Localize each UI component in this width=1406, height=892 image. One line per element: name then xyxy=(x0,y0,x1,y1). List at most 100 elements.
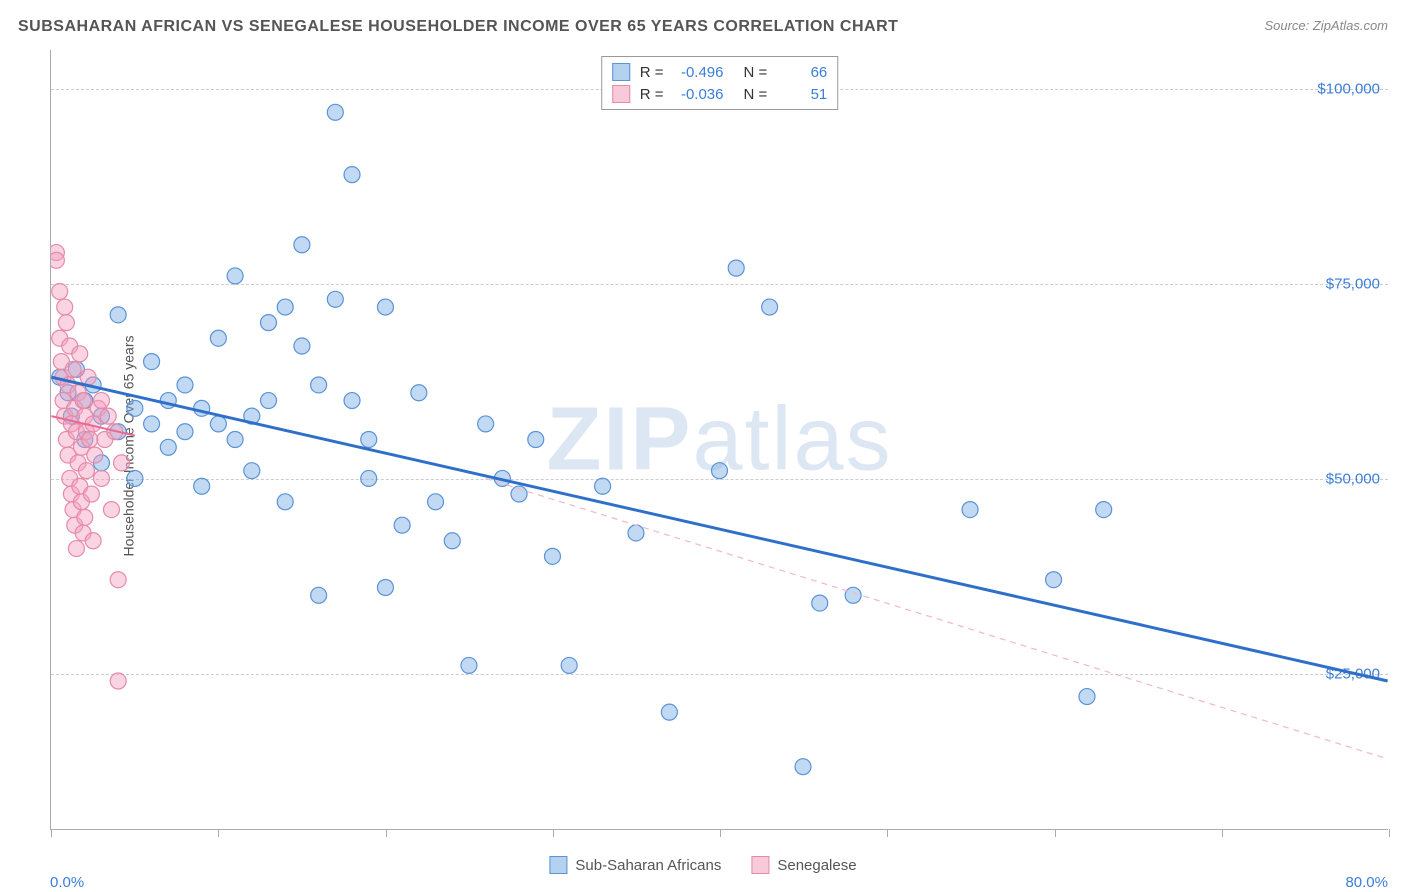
data-point xyxy=(845,587,861,603)
data-point xyxy=(361,432,377,448)
r-label: R = xyxy=(640,86,664,103)
data-point xyxy=(628,525,644,541)
data-point xyxy=(812,595,828,611)
x-tick xyxy=(218,829,219,837)
data-point xyxy=(110,307,126,323)
data-point xyxy=(444,533,460,549)
r-value: -0.036 xyxy=(674,86,724,103)
data-point xyxy=(93,393,109,409)
data-point xyxy=(227,432,243,448)
stats-legend-row: R = -0.036 N = 51 xyxy=(612,83,828,105)
data-point xyxy=(51,252,64,268)
r-value: -0.496 xyxy=(674,64,724,81)
data-point xyxy=(144,354,160,370)
stats-legend: R = -0.496 N = 66 R = -0.036 N = 51 xyxy=(601,56,839,110)
legend-swatch xyxy=(612,85,630,103)
data-point xyxy=(72,346,88,362)
data-point xyxy=(160,439,176,455)
data-point xyxy=(544,548,560,564)
data-point xyxy=(478,416,494,432)
data-point xyxy=(528,432,544,448)
data-point xyxy=(661,704,677,720)
stats-legend-row: R =-0.496N =66 xyxy=(612,61,828,83)
data-point xyxy=(75,393,91,409)
data-point xyxy=(227,268,243,284)
data-point xyxy=(85,533,101,549)
data-point xyxy=(177,424,193,440)
data-point xyxy=(87,447,103,463)
data-point xyxy=(110,572,126,588)
x-tick xyxy=(1389,829,1390,837)
data-point xyxy=(83,486,99,502)
data-point xyxy=(561,657,577,673)
data-point xyxy=(244,463,260,479)
data-point xyxy=(65,361,81,377)
x-tick xyxy=(386,829,387,837)
data-point xyxy=(261,393,277,409)
series-legend: Sub-Saharan Africans Senegalese xyxy=(549,856,856,874)
data-point xyxy=(82,432,98,448)
data-point xyxy=(361,470,377,486)
data-point xyxy=(114,455,130,471)
data-point xyxy=(1046,572,1062,588)
data-point xyxy=(728,260,744,276)
data-point xyxy=(110,673,126,689)
data-point xyxy=(210,330,226,346)
correlation-chart: SUBSAHARAN AFRICAN VS SENEGALESE HOUSEHO… xyxy=(0,0,1406,892)
data-point xyxy=(311,377,327,393)
data-point xyxy=(327,104,343,120)
data-point xyxy=(377,299,393,315)
data-point xyxy=(68,541,84,557)
data-point xyxy=(1096,502,1112,518)
data-point xyxy=(344,167,360,183)
data-point xyxy=(77,509,93,525)
data-point xyxy=(294,338,310,354)
data-point xyxy=(127,400,143,416)
legend-swatch xyxy=(549,856,567,874)
data-point xyxy=(461,657,477,673)
series-legend-item: Senegalese xyxy=(751,856,856,874)
data-point xyxy=(428,494,444,510)
data-point xyxy=(327,291,343,307)
data-point xyxy=(78,463,94,479)
data-point xyxy=(277,494,293,510)
plot-area: ZIPatlas R =-0.496N =66R =-0.036N =51 $2… xyxy=(50,50,1388,830)
data-point xyxy=(127,470,143,486)
data-point xyxy=(57,299,73,315)
data-point xyxy=(261,315,277,331)
data-point xyxy=(795,759,811,775)
data-point xyxy=(100,408,116,424)
data-point xyxy=(595,478,611,494)
x-max-label: 80.0% xyxy=(1345,874,1388,891)
data-point xyxy=(52,284,68,300)
data-point xyxy=(1079,689,1095,705)
plot-svg xyxy=(51,50,1388,829)
chart-title: SUBSAHARAN AFRICAN VS SENEGALESE HOUSEHO… xyxy=(18,18,898,36)
legend-swatch xyxy=(751,856,769,874)
x-min-label: 0.0% xyxy=(50,874,84,891)
data-point xyxy=(394,517,410,533)
source-attribution: Source: ZipAtlas.com xyxy=(1264,18,1388,33)
data-point xyxy=(712,463,728,479)
data-point xyxy=(962,502,978,518)
x-tick xyxy=(1222,829,1223,837)
data-point xyxy=(194,478,210,494)
data-point xyxy=(144,416,160,432)
data-point xyxy=(411,385,427,401)
n-value: 51 xyxy=(777,86,827,103)
data-point xyxy=(294,237,310,253)
legend-swatch xyxy=(612,63,630,81)
data-point xyxy=(377,580,393,596)
n-label: N = xyxy=(744,86,768,103)
data-point xyxy=(177,377,193,393)
series-legend-label: Senegalese xyxy=(777,857,856,874)
data-point xyxy=(93,470,109,486)
data-point xyxy=(104,502,120,518)
n-value: 66 xyxy=(777,64,827,81)
data-point xyxy=(210,416,226,432)
r-label: R = xyxy=(640,64,664,81)
series-legend-item: Sub-Saharan Africans xyxy=(549,856,721,874)
data-point xyxy=(58,315,74,331)
x-tick xyxy=(720,829,721,837)
x-tick xyxy=(553,829,554,837)
